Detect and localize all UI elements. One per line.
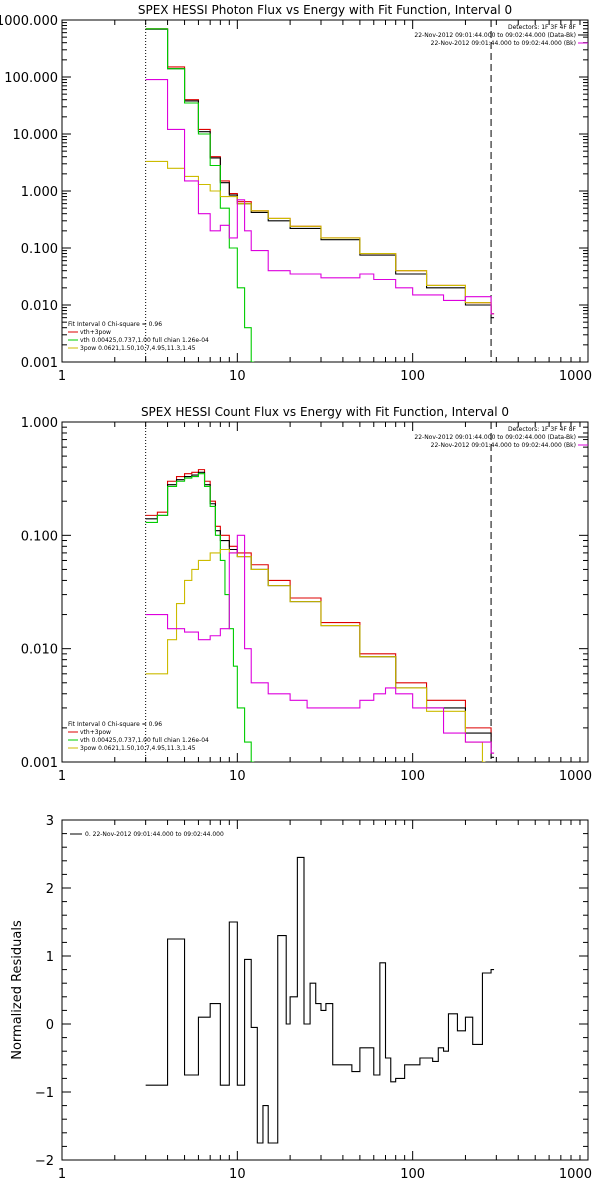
- plot-frame: [61, 421, 589, 763]
- fit-legend-entry: vth+3pow: [80, 729, 111, 736]
- x-tick-label: 100: [400, 369, 425, 384]
- series-group: [145, 28, 495, 362]
- series-line-2: [145, 471, 495, 758]
- y-tick-label: 1: [46, 950, 54, 965]
- y-tick-label: 2: [46, 882, 54, 897]
- fit-legend-entry: vth 0.00425,0.737,1.00 full chian 1.26e-…: [80, 337, 209, 344]
- y-tick-label: 100.000: [4, 71, 58, 86]
- x-tick-label: 100: [400, 769, 425, 784]
- y-tick-label: 0: [46, 1018, 54, 1033]
- y-tick-label: 1.000: [21, 185, 58, 200]
- detectors-label: Detectors: 1F 3F 4F 8F: [508, 426, 577, 433]
- detectors-label: Detectors: 1F 3F 4F 8F: [508, 24, 577, 31]
- y-tick-label: 1.000: [21, 416, 58, 431]
- header-interval-label: 22-Nov-2012 09:01:44.000 to 09:02:44.000…: [414, 32, 576, 39]
- header-interval-label: 22-Nov-2012 09:01:44.000 to 09:02:44.000…: [431, 442, 576, 449]
- chart-panel-2: 1 10 100 1000 0.001 0.010 0.100 1.000 SPEX HESSI…: [21, 405, 592, 784]
- series-group: [145, 469, 495, 762]
- plot-frame: [61, 819, 589, 1161]
- y-tick-label: 0.001: [21, 356, 58, 371]
- x-tick-label: 100: [400, 1167, 425, 1182]
- series-group: [145, 856, 495, 1144]
- x-tick-label: 1000: [559, 1167, 592, 1182]
- y-tick-label: 3: [46, 814, 54, 829]
- x-tick-label: 10: [229, 769, 246, 784]
- series-line-3: [145, 473, 255, 762]
- x-tick-label: 1: [58, 1167, 66, 1182]
- y-tick-label: 0.010: [21, 643, 58, 658]
- x-tick-label: 1: [58, 369, 66, 384]
- y-axis-label: Normalized Residuals: [10, 920, 25, 1060]
- x-tick-label: 10: [229, 1167, 246, 1182]
- fit-legend-entry: 3pow 0.0621,1.50,10.7,4.95,11.3,1.45: [80, 745, 196, 752]
- fit-legend-title: Fit Interval 0 Chi-square = 0.96: [68, 321, 162, 328]
- residual-legend-label: 0. 22-Nov-2012 09:01:44.000 to 09:02:44.…: [85, 831, 224, 838]
- series-line-1: [145, 28, 495, 315]
- series-line-5: [145, 534, 495, 754]
- y-tick-label: 1000.000: [0, 14, 58, 29]
- series-line-1: [145, 856, 495, 1144]
- fit-legend-entry: 3pow 0.0621,1.50,10.7,4.95,11.3,1.45: [80, 345, 196, 352]
- series-line-4: [145, 160, 495, 315]
- x-tick-label: 1000: [559, 369, 592, 384]
- y-tick-label: 0.001: [21, 756, 58, 771]
- x-tick-label: 10: [229, 369, 246, 384]
- x-tick-label: 1000: [559, 769, 592, 784]
- plot-frame: [61, 19, 589, 363]
- series-line-3: [145, 28, 255, 362]
- y-tick-label: −1: [35, 1086, 54, 1101]
- y-tick-label: 0.100: [21, 242, 58, 257]
- chart-panel-1: 1 10 100 1000 0.001 0.010 0.100 1.000 10.000 100.…: [0, 3, 592, 384]
- header-interval-label: 22-Nov-2012 09:01:44.000 to 09:02:44.000…: [414, 434, 576, 441]
- chart-panel-3: 1 10 100 1000 −2 −1 0 1 2 3 Normalized Residuals 0.…: [10, 814, 592, 1182]
- chart-title: SPEX HESSI Photon Flux vs Energy with Fi…: [138, 3, 512, 17]
- series-line-4: [145, 548, 486, 762]
- y-tick-label: 0.010: [21, 299, 58, 314]
- header-interval-label: 22-Nov-2012 09:01:44.000 to 09:02:44.000…: [431, 40, 576, 47]
- fit-legend-entry: vth+3pow: [80, 329, 111, 336]
- y-tick-label: 10.000: [13, 128, 59, 143]
- y-tick-label: −2: [35, 1154, 54, 1169]
- y-tick-label: 0.100: [21, 529, 58, 544]
- series-line-5: [145, 79, 495, 315]
- fit-legend-entry: vth 0.00425,0.737,1.00 full chian 1.26e-…: [80, 737, 209, 744]
- chart-title: SPEX HESSI Count Flux vs Energy with Fit…: [141, 405, 509, 419]
- series-line-1: [145, 469, 495, 754]
- fit-legend-title: Fit Interval 0 Chi-square = 0.96: [68, 721, 162, 728]
- x-tick-label: 1: [58, 769, 66, 784]
